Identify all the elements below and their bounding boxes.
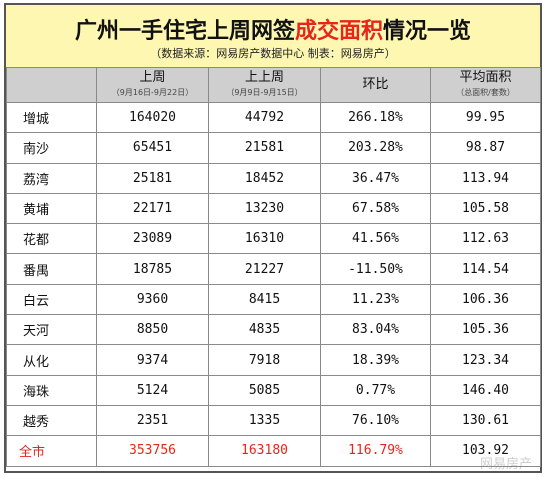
header-sub: （9月9日-9月15日） [226,87,303,97]
table-row: 海珠 5124 5085 0.77% 146.40 [6,374,541,406]
avg-area-cell: 113.94 [430,162,541,194]
title-text-start: 广州一手住宅上周网签 [74,19,295,44]
district-cell: 黄埔 [6,192,97,225]
header-label: 上上周 [244,69,284,85]
district-cell: 天河 [6,314,97,346]
table-row: 增城 164020 44792 266.18% 99.95 [6,101,541,134]
total-row: 全市 353756 163180 116.79% 103.92 [6,435,541,467]
prev-week-cell: 21581 [208,132,321,164]
header-sub: （9月16日-9月22日） [111,87,194,97]
change-cell: 203.28% [320,132,431,164]
watermark-logo: 网易房产 [480,456,532,472]
total-district-cell: 全市 [6,435,97,467]
report-frame: 广州一手住宅上周网签成交面积情况一览 （数据来源：网易房产数据中心 制表：网易房… [4,3,542,473]
watermark-text: 网易房产 [480,456,532,472]
district-cell: 从化 [6,344,97,376]
prev-week-cell: 5085 [208,374,321,406]
prev-week-cell: 18452 [208,162,321,194]
district-cell: 海珠 [6,374,97,406]
header-label: 上周 [139,69,166,85]
last-week-cell: 9360 [96,283,209,316]
header-label: 平均面积 [459,69,512,85]
change-cell: 41.56% [320,223,431,255]
avg-area-cell: 99.95 [430,101,541,134]
total-prev-week-cell: 163180 [208,435,321,467]
prev-week-cell: 1335 [208,404,321,437]
change-cell: 36.47% [320,162,431,194]
table-row: 天河 8850 4835 83.04% 105.36 [6,314,541,346]
title-text-end: 情况一览 [383,19,472,44]
last-week-cell: 18785 [96,253,209,285]
avg-area-cell: 130.61 [430,404,541,437]
avg-area-cell: 106.36 [430,283,541,316]
header-avg-area: 平均面积 （总面积/套数） [430,67,541,103]
change-cell: 67.58% [320,192,431,225]
last-week-cell: 22171 [96,192,209,225]
avg-area-cell: 123.34 [430,344,541,376]
table-row: 番禺 18785 21227 -11.50% 114.54 [6,253,541,285]
header-district [6,67,97,103]
sales-area-table: 上周 （9月16日-9月22日） 上上周 （9月9日-9月15日） 环比 平均面积 （… [6,67,541,467]
table-row: 越秀 2351 1335 76.10% 130.61 [6,404,541,437]
header-change: 环比 [320,67,431,103]
last-week-cell: 5124 [96,374,209,406]
prev-week-cell: 21227 [208,253,321,285]
table-row: 白云 9360 8415 11.23% 106.36 [6,283,541,316]
prev-week-cell: 16310 [208,223,321,255]
district-cell: 番禺 [6,253,97,285]
change-cell: 11.23% [320,283,431,316]
last-week-cell: 9374 [96,344,209,376]
last-week-cell: 25181 [96,162,209,194]
total-avg-area-cell: 103.92 [430,435,541,467]
change-cell: 76.10% [320,404,431,437]
title-banner: 广州一手住宅上周网签成交面积情况一览 （数据来源：网易房产数据中心 制表：网易房… [6,5,540,68]
change-cell: 266.18% [320,101,431,134]
district-cell: 白云 [6,283,97,316]
total-change-cell: 116.79% [320,435,431,467]
prev-week-cell: 4835 [208,314,321,346]
avg-area-cell: 114.54 [430,253,541,285]
avg-area-cell: 105.36 [430,314,541,346]
prev-week-cell: 8415 [208,283,321,316]
header-prev-week: 上上周 （9月9日-9月15日） [208,67,321,103]
prev-week-cell: 13230 [208,192,321,225]
last-week-cell: 164020 [96,101,209,134]
table-row: 从化 9374 7918 18.39% 123.34 [6,344,541,376]
last-week-cell: 65451 [96,132,209,164]
avg-area-cell: 98.87 [430,132,541,164]
avg-area-cell: 112.63 [430,223,541,255]
header-sub: （总面积/套数） [456,87,515,97]
last-week-cell: 8850 [96,314,209,346]
table-row: 黄埔 22171 13230 67.58% 105.58 [6,192,541,225]
data-source-note: （数据来源：网易房产数据中心 制表：网易房产） [150,47,396,60]
total-last-week-cell: 353756 [96,435,209,467]
district-cell: 增城 [6,101,97,134]
district-cell: 花都 [6,223,97,255]
table-row: 花都 23089 16310 41.56% 112.63 [6,223,541,255]
change-cell: 0.77% [320,374,431,406]
page-title: 广州一手住宅上周网签成交面积情况一览 [6,13,540,45]
district-cell: 越秀 [6,404,97,437]
last-week-cell: 2351 [96,404,209,437]
district-cell: 南沙 [6,132,97,164]
last-week-cell: 23089 [96,223,209,255]
table-row: 南沙 65451 21581 203.28% 98.87 [6,132,541,164]
prev-week-cell: 7918 [208,344,321,376]
header-row: 上周 （9月16日-9月22日） 上上周 （9月9日-9月15日） 环比 平均面积 （… [6,67,541,103]
header-last-week: 上周 （9月16日-9月22日） [96,67,209,103]
change-cell: -11.50% [320,253,431,285]
prev-week-cell: 44792 [208,101,321,134]
avg-area-cell: 146.40 [430,374,541,406]
title-highlight: 成交面积 [294,19,383,44]
change-cell: 18.39% [320,344,431,376]
table-row: 荔湾 25181 18452 36.47% 113.94 [6,162,541,194]
change-cell: 83.04% [320,314,431,346]
header-label: 环比 [362,77,389,92]
avg-area-cell: 105.58 [430,192,541,225]
district-cell: 荔湾 [6,162,97,194]
